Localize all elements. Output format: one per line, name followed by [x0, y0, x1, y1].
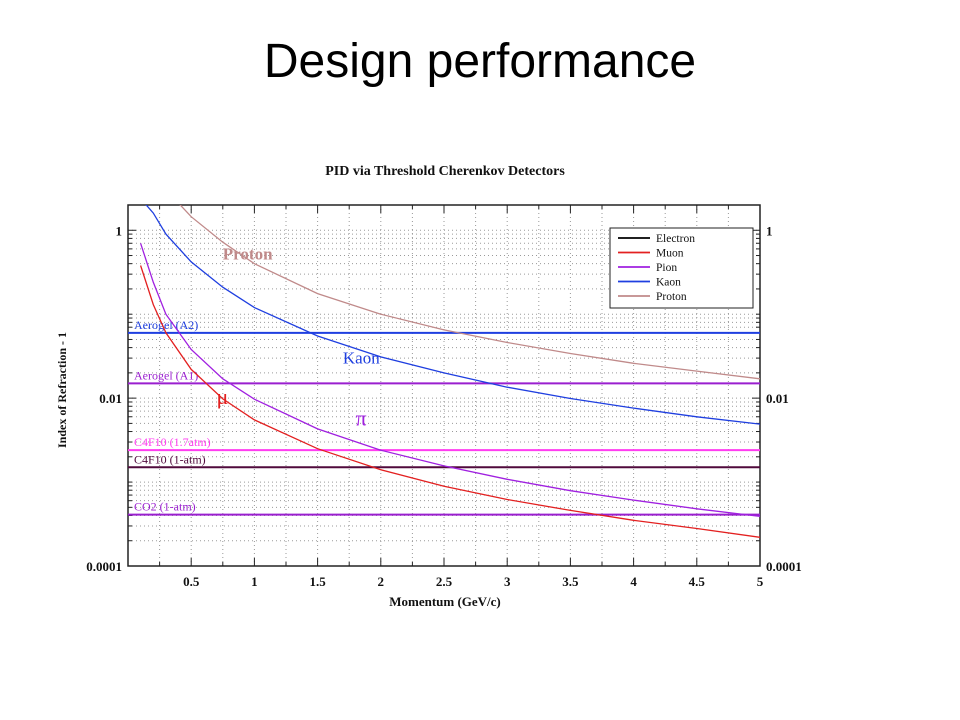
x-tick-label: 4.5 [689, 574, 706, 589]
curve-annotation: π [356, 406, 367, 431]
x-axis-label: Momentum (GeV/c) [389, 594, 501, 609]
series-line-muon [139, 265, 760, 538]
curve-annotation: Kaon [343, 348, 380, 367]
slide-title: Design performance [263, 35, 697, 88]
x-tick-label: 2 [378, 574, 385, 589]
x-tick-label: 1 [251, 574, 258, 589]
x-tick-label: 1.5 [309, 574, 326, 589]
curve-annotation: Proton [223, 244, 273, 263]
y-axis-label: Index of Refraction - 1 [55, 332, 69, 448]
curve-annotation: μ [216, 384, 228, 409]
y-tick-label-right: 0.0001 [766, 559, 802, 574]
series-line-proton [179, 205, 760, 380]
y-tick-label-right: 1 [766, 223, 773, 238]
legend-label: Kaon [656, 277, 681, 289]
y-tick-label-left: 1 [116, 223, 123, 238]
y-tick-label-right: 0.01 [766, 391, 789, 406]
x-tick-label: 0.5 [183, 574, 200, 589]
threshold-label: C4F10 (1.7atm) [134, 435, 211, 449]
threshold-label: C4F10 (1-atm) [134, 452, 206, 466]
y-tick-label-left: 0.01 [99, 391, 122, 406]
x-tick-label: 3 [504, 574, 511, 589]
x-tick-label: 4 [630, 574, 637, 589]
series-line-pion [139, 243, 760, 518]
legend-label: Electron [656, 233, 695, 245]
legend-label: Proton [656, 291, 687, 303]
threshold-label: Aerogel (A2) [134, 318, 198, 332]
y-tick-label-left: 0.0001 [86, 559, 122, 574]
x-tick-label: 2.5 [436, 574, 453, 589]
legend-label: Muon [656, 248, 684, 260]
threshold-label: Aerogel (A1) [134, 368, 198, 382]
chart-title: PID via Threshold Cherenkov Detectors [325, 164, 565, 179]
series-line-kaon [145, 205, 760, 425]
legend-label: Pion [656, 262, 677, 274]
x-tick-label: 3.5 [562, 574, 579, 589]
threshold-label: CO2 (1-atm) [134, 500, 196, 514]
legend-box [609, 227, 754, 309]
x-tick-label: 5 [757, 574, 764, 589]
